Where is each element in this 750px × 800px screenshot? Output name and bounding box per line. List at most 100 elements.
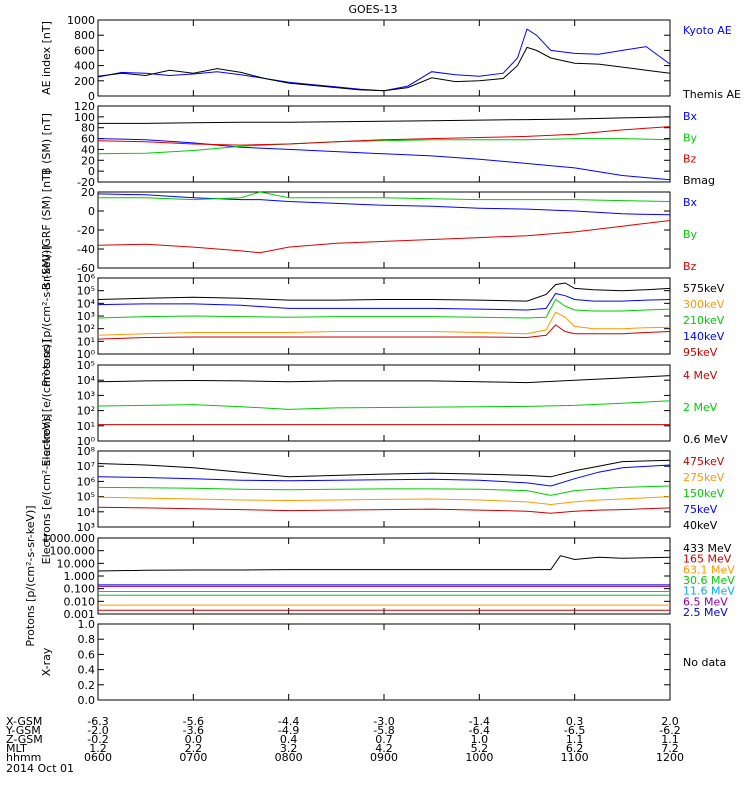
x-axis-value: 1200 <box>656 751 684 764</box>
x-axis-value: 6.2 <box>566 742 584 755</box>
x-axis-value: -5.8 <box>373 724 394 737</box>
y-tick-label: 10¹ <box>77 335 95 348</box>
series-line-0-6-mev <box>97 375 671 384</box>
x-axis-value: 0.7 <box>375 733 393 746</box>
series-line-210kev <box>97 298 671 319</box>
legend-entry: 0.6 MeV <box>683 433 728 446</box>
y-tick-label: 10² <box>77 323 95 336</box>
y-tick-label: 200 <box>74 75 95 88</box>
y-tick-label: 120 <box>74 100 95 113</box>
x-axis-value: -6.2 <box>659 724 680 737</box>
y-tick-label: 0.6 <box>78 648 96 661</box>
panel-frame <box>97 19 671 97</box>
legend-entry: 95keV <box>683 346 718 359</box>
series-line-275kev <box>97 496 671 506</box>
series-line-95kev <box>97 324 671 340</box>
x-axis-value: 4.2 <box>375 742 393 755</box>
legend-entry: 2.5 MeV <box>683 606 728 619</box>
panel-5: 10⁰ 10¹ 10² 10³ 10⁴ 10⁵ Electrons [e/(cm²-s-sr… <box>40 339 728 466</box>
panel-6: 10³ 10⁴ 10⁵ 10⁶ 10⁷ 10⁸ Electrons [e/(cm²-s-sr… <box>40 414 725 565</box>
x-axis-value: 0.3 <box>566 715 584 728</box>
y-tick-label: 10³ <box>77 310 95 323</box>
x-axis-value: -2.0 <box>87 724 108 737</box>
legend-entry: 4 MeV <box>683 369 718 382</box>
series-line-300kev <box>97 311 671 336</box>
series-line-2-mev <box>97 400 671 410</box>
y-tick-label: 10⁴ <box>77 506 96 519</box>
y-tick-label: 0.100 <box>64 583 96 596</box>
legend-entry: 300keV <box>683 298 725 311</box>
y-tick-label: 10² <box>77 405 95 418</box>
series-line-bz <box>97 126 671 146</box>
date-label: 2014 Oct 01 <box>6 762 74 775</box>
no-data-note: No data <box>683 656 726 669</box>
y-tick-label: 0.010 <box>64 595 96 608</box>
y-tick-label: 0.001 <box>64 608 96 621</box>
legend-entry: 275keV <box>683 471 725 484</box>
y-tick-label: 10⁵ <box>77 285 95 298</box>
y-tick-label: 1000.000 <box>43 532 96 545</box>
y-axis-label: B (SM)-IGRF (SM) [nT] <box>40 170 53 290</box>
y-tick-label: 0.2 <box>78 679 96 692</box>
x-axis-value: 7.2 <box>661 742 679 755</box>
legend-entry: Bx <box>683 196 698 209</box>
legend-entry: Bmag <box>683 174 715 187</box>
y-tick-label: 0.0 <box>78 694 96 707</box>
y-tick-label: 0 <box>88 165 95 178</box>
x-axis-value: -3.6 <box>183 724 204 737</box>
y-tick-label: 10⁶ <box>77 475 96 488</box>
x-axis-value: 5.2 <box>471 742 489 755</box>
legend-entry: By <box>683 131 698 144</box>
legend-entry: 2 MeV <box>683 401 718 414</box>
y-tick-label: 0.8 <box>78 633 96 646</box>
legend-entry: 575keV <box>683 282 725 295</box>
x-axis-value: -5.6 <box>183 715 204 728</box>
series-line-bx <box>97 138 671 181</box>
x-axis-value: 1.2 <box>89 742 107 755</box>
y-tick-label: 40 <box>81 143 95 156</box>
series-line-by <box>97 138 671 155</box>
y-tick-label: 10¹ <box>77 420 95 433</box>
legend-entry: By <box>683 228 698 241</box>
legend-entry: 63.1 MeV <box>683 563 735 576</box>
panel-frame <box>97 623 671 701</box>
y-tick-label: -40 <box>77 243 95 256</box>
y-tick-label: 100.000 <box>50 545 96 558</box>
y-tick-label: 600 <box>74 44 95 57</box>
x-axis-value: 0600 <box>84 751 112 764</box>
legend-entry: 140keV <box>683 330 725 343</box>
plot-title: GOES-13 <box>348 3 397 16</box>
legend-entry: Bz <box>683 260 697 273</box>
y-tick-label: 100 <box>74 111 95 124</box>
legend-entry: 30.6 MeV <box>683 574 735 587</box>
x-axis-value: 1100 <box>561 751 589 764</box>
y-tick-label: 1000 <box>67 14 95 27</box>
series-line-575kev <box>97 282 671 302</box>
x-axis-row-label: X-GSM <box>6 715 42 728</box>
panel-3: -60 -40 -20 0 20 B (SM)-IGRF (SM) [nT] Bx By Bz <box>40 170 698 290</box>
y-tick-label: 10⁰ <box>77 435 96 448</box>
y-tick-label: -20 <box>77 224 95 237</box>
y-tick-label: -20 <box>77 176 95 189</box>
legend-entry: Themis AE <box>682 88 741 101</box>
y-axis-label: Electrons [e/(cm²-s-sr-keV)] <box>40 414 53 565</box>
y-tick-label: 800 <box>74 29 95 42</box>
x-axis-value: 1.1 <box>661 733 679 746</box>
y-tick-label: 10⁷ <box>77 460 95 473</box>
series-line-40kev <box>97 459 671 478</box>
x-axis-value: -4.4 <box>278 715 299 728</box>
panel-frame <box>97 191 671 269</box>
y-tick-label: 10⁰ <box>77 348 96 361</box>
x-axis-value: 0800 <box>275 751 303 764</box>
y-tick-label: 10⁴ <box>77 374 96 387</box>
x-axis-value: 1000 <box>465 751 493 764</box>
y-tick-label: 1.0 <box>78 618 96 631</box>
x-axis-row-label: Y-GSM <box>5 724 41 737</box>
series-line-75kev <box>97 464 671 487</box>
y-tick-label: 20 <box>81 186 95 199</box>
series-line-433-mev <box>97 555 671 572</box>
y-tick-label: -60 <box>77 262 95 275</box>
y-tick-label: 1.000 <box>64 570 96 583</box>
